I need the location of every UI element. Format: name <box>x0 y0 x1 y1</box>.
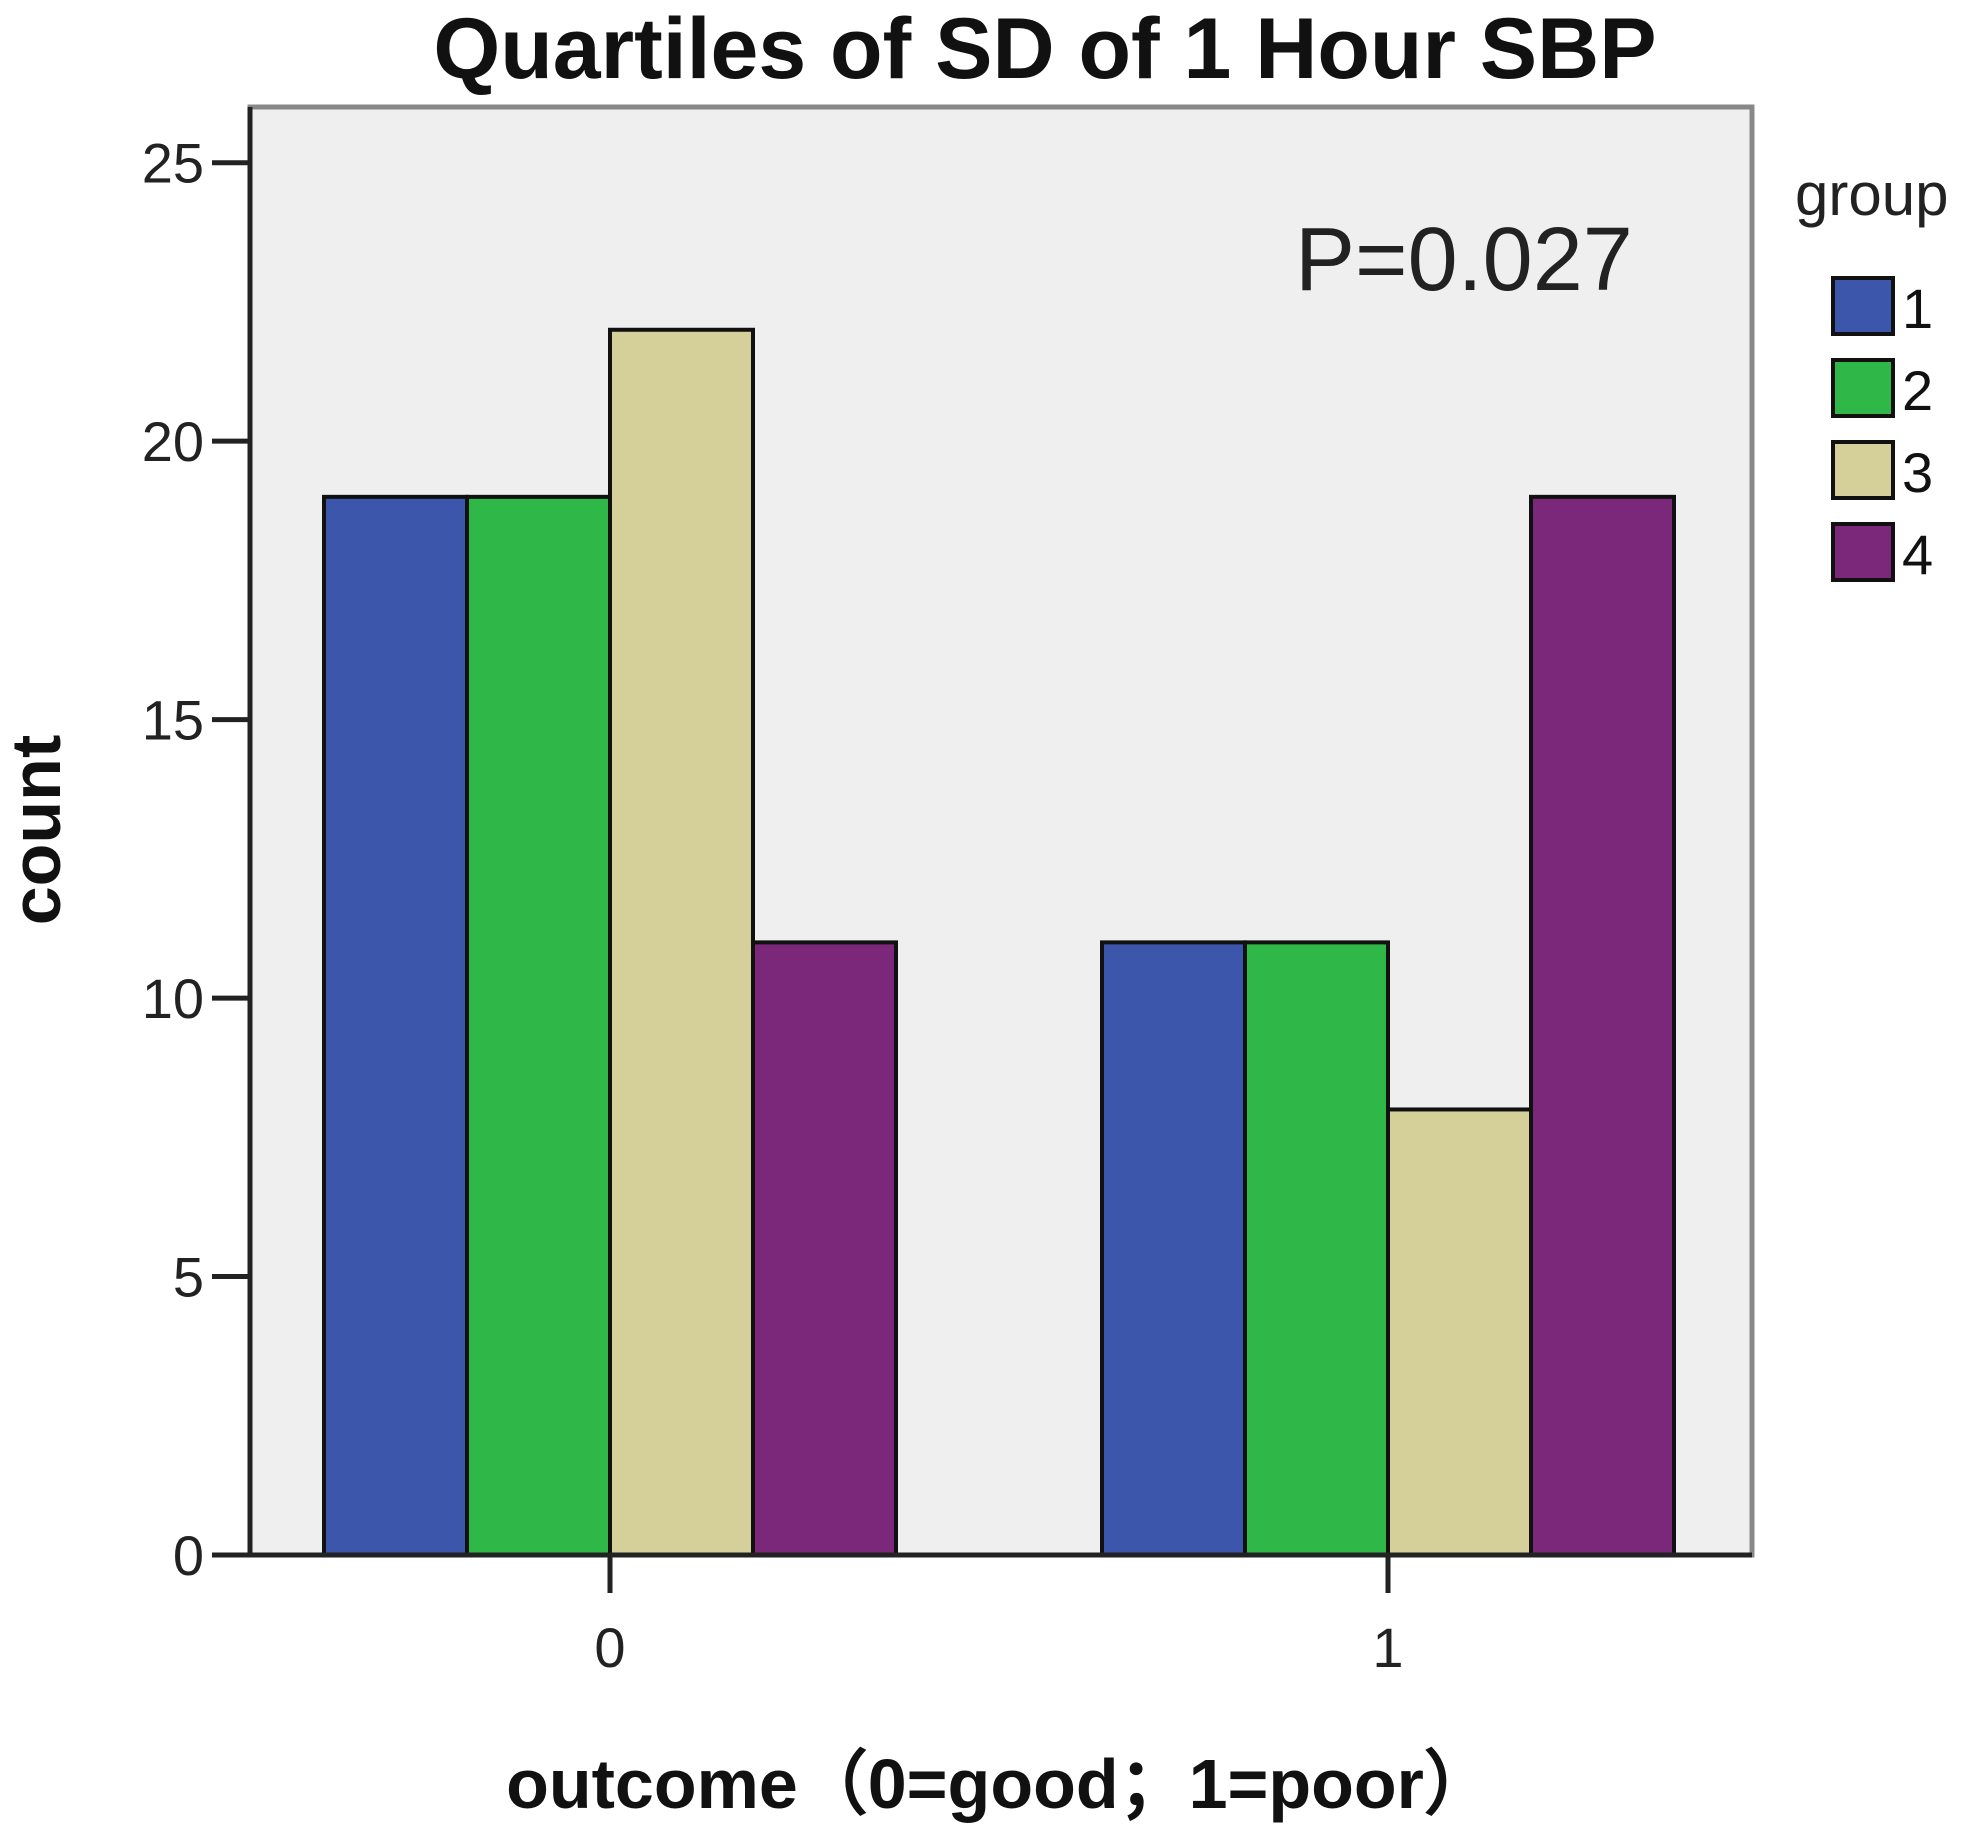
bar-outcome-0-group-1 <box>322 494 469 1557</box>
bar-outcome-1-group-4 <box>1529 494 1676 1557</box>
bar-outcome-1-group-1 <box>1100 940 1247 1557</box>
y-tick-label: 15 <box>142 689 204 752</box>
y-tick-label: 10 <box>142 967 204 1030</box>
bar-outcome-0-group-2 <box>465 494 612 1557</box>
legend-swatch-group-1 <box>1831 276 1895 336</box>
bar-outcome-1-group-2 <box>1243 940 1390 1557</box>
x-tick-label: 0 <box>594 1616 625 1679</box>
legend-label-group-1: 1 <box>1902 277 1933 340</box>
y-tick-label: 20 <box>142 410 204 473</box>
legend: group 1 2 3 4 <box>1795 161 1948 586</box>
y-tick-label: 25 <box>142 132 204 195</box>
x-axis-label: outcome（0=good；1=poor） <box>506 1745 1494 1823</box>
p-value-annotation: P=0.027 <box>1295 210 1633 310</box>
legend-label-group-3: 3 <box>1902 441 1933 504</box>
bar-outcome-0-group-3 <box>608 327 755 1557</box>
y-tick-label: 5 <box>173 1246 204 1309</box>
legend-label-group-4: 4 <box>1902 523 1933 586</box>
legend-swatch-group-4 <box>1831 522 1895 582</box>
legend-swatch-group-2 <box>1831 358 1895 418</box>
x-tick-label: 1 <box>1372 1616 1403 1679</box>
bar-outcome-1-group-3 <box>1386 1107 1533 1557</box>
legend-title: group <box>1795 161 1948 228</box>
bar-outcome-0-group-4 <box>751 940 898 1557</box>
legend-label-group-2: 2 <box>1902 359 1933 422</box>
y-tick-label: 0 <box>173 1524 204 1587</box>
y-axis: 0 5 10 15 20 25 <box>142 107 253 1587</box>
chart-title: Quartiles of SD of 1 Hour SBP <box>433 1 1656 97</box>
legend-swatch-group-3 <box>1831 440 1895 500</box>
bars <box>322 327 1676 1557</box>
y-axis-label: count <box>0 735 75 926</box>
